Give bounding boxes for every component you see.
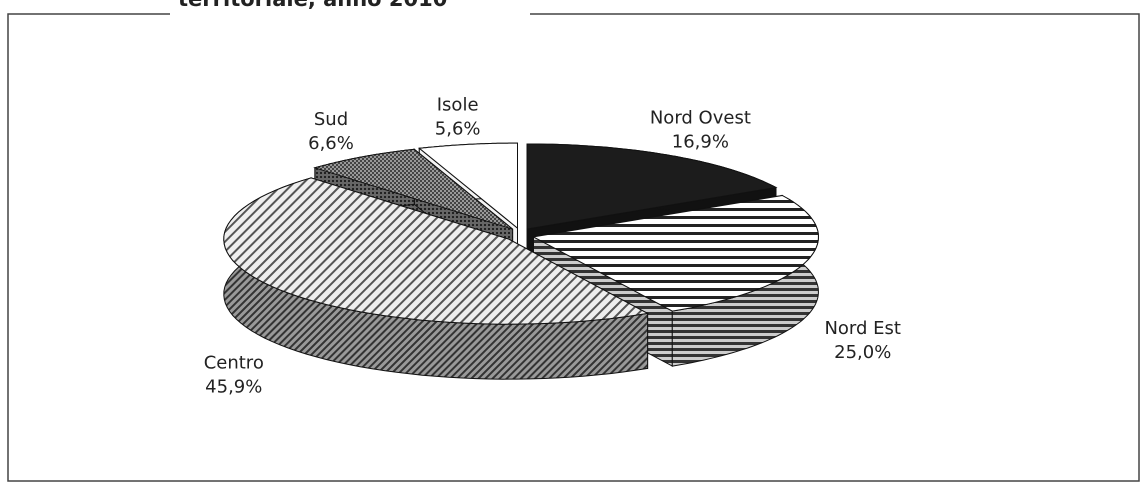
slice <box>526 143 778 230</box>
slice <box>531 194 819 312</box>
slice-label: Isole <box>437 94 479 115</box>
slice-label: Centro <box>204 352 264 373</box>
slice-value-label: 16,9% <box>672 131 729 152</box>
slice-value-label: 45,9% <box>205 376 262 397</box>
slice <box>313 148 513 230</box>
slice-value-label: 6,6% <box>308 133 354 154</box>
slice-label: Sud <box>314 109 348 130</box>
slice-value-label: 5,6% <box>435 118 481 139</box>
slice-value-label: 25,0% <box>834 342 891 363</box>
chart-title: territoriale, anno 2010 <box>178 0 447 11</box>
slice <box>223 177 650 325</box>
slice-label: Nord Est <box>824 318 901 339</box>
slice-label: Nord Ovest <box>650 107 751 128</box>
slice <box>418 142 518 230</box>
title-backdrop <box>170 0 530 15</box>
